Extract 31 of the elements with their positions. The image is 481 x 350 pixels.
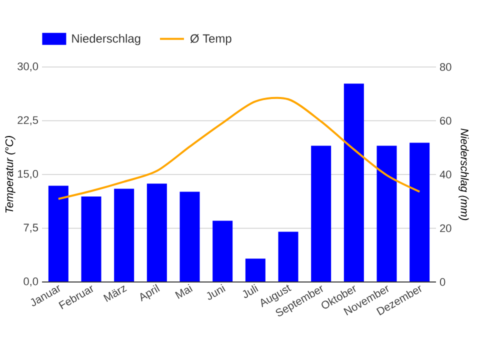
y2-tick-label: 40 <box>440 170 452 178</box>
y2-axis-title: Niederschlag (mm) <box>458 128 469 220</box>
bar <box>48 186 68 282</box>
x-tick-label: Juli <box>242 284 258 298</box>
x-tick-label: Mai <box>175 284 193 299</box>
y-tick-label: 7,5 <box>24 224 38 233</box>
x-tick-label: April <box>140 284 160 302</box>
y-tick-label: 22,5 <box>18 116 38 126</box>
y-axis-title: Temperatur (°C) <box>5 136 16 213</box>
bar <box>81 196 102 282</box>
bar <box>180 192 200 282</box>
bar <box>410 142 430 282</box>
y2-tick-label: 80 <box>440 63 452 71</box>
bar <box>245 258 266 282</box>
x-tick-label: März <box>103 285 127 302</box>
y2-tick-label: 60 <box>440 116 452 125</box>
x-tick-label: Juni <box>206 284 226 300</box>
bar <box>212 220 233 282</box>
bar <box>114 188 134 282</box>
bar <box>344 84 364 282</box>
bar <box>278 232 298 282</box>
y2-tick-label: 20 <box>440 224 452 232</box>
bar <box>376 146 397 282</box>
bar <box>311 146 332 282</box>
legend-label: Niederschlag <box>72 34 140 46</box>
y-tick-label: 15,0 <box>18 170 38 180</box>
legend-label: Ø Temp <box>190 34 232 46</box>
y2-tick-label: 0 <box>440 278 446 286</box>
bar <box>146 184 167 282</box>
y-tick-label: 30,0 <box>18 62 38 72</box>
y-tick-label: 0,0 <box>24 277 38 287</box>
